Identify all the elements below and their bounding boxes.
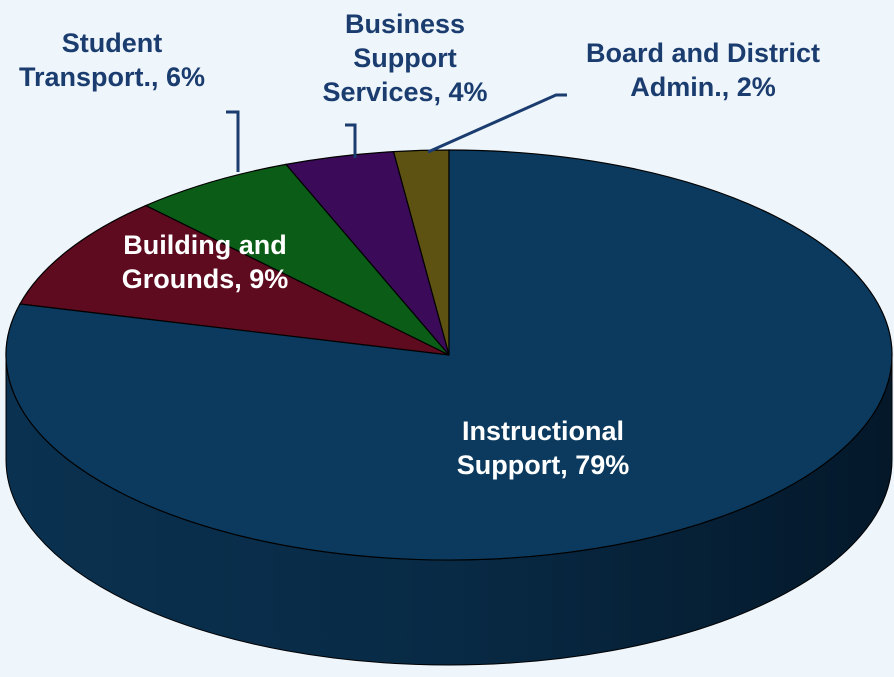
- leader-line: [427, 93, 567, 154]
- leader-line: [226, 110, 240, 172]
- slice-label: Student Transport., 6%: [18, 28, 206, 92]
- pie-slice: [5, 149, 893, 561]
- slice-label: Board and District Admin., 2%: [585, 38, 821, 102]
- pie-slice: [18, 204, 450, 356]
- pie-slice: [144, 163, 450, 356]
- slice-label: Instructional Support, 79%: [456, 416, 630, 480]
- slice-label: Business Support Services, 4%: [322, 9, 488, 107]
- slice-label: Building and Grounds, 9%: [121, 230, 289, 294]
- leader-line: [345, 123, 357, 158]
